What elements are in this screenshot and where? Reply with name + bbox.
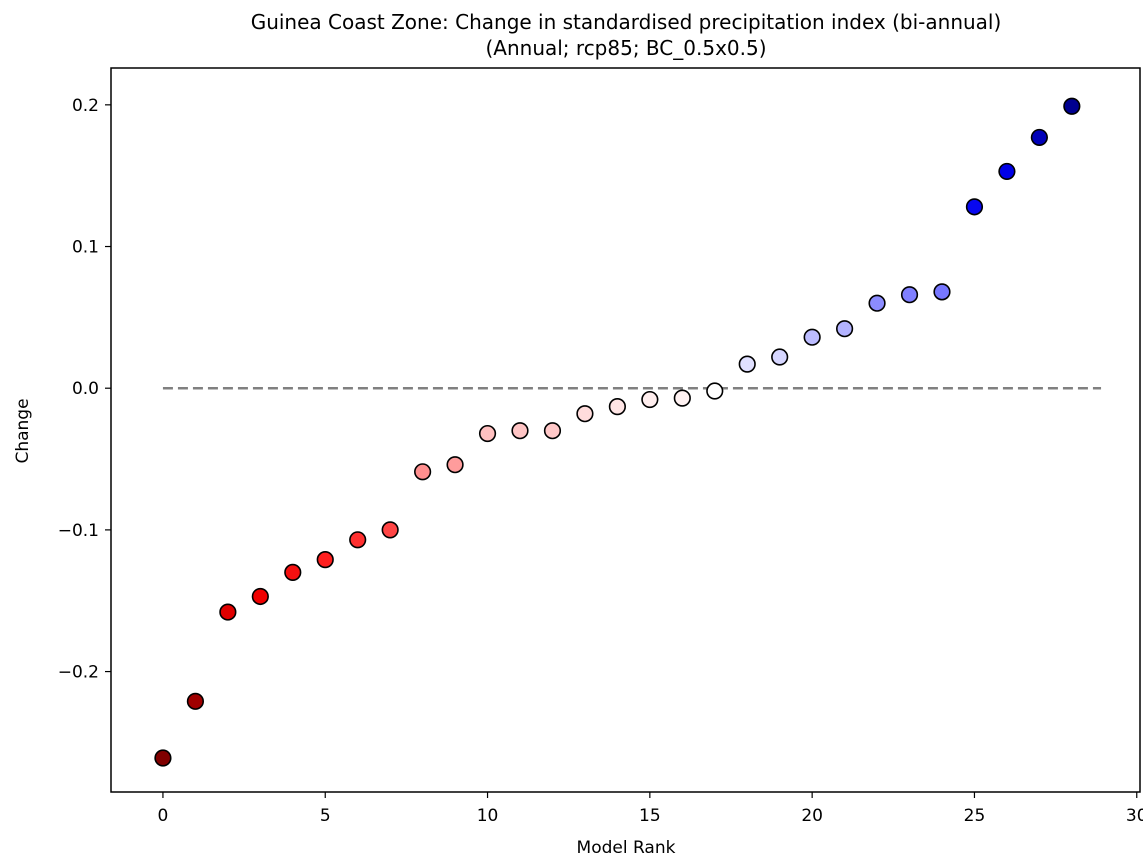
data-point [154,749,172,767]
data-points-layer [154,97,1081,767]
data-point [511,422,529,440]
y-tick-label: −0.2 [58,663,99,683]
y-tick-label: 0.2 [72,96,99,116]
data-point [836,320,854,338]
data-point [349,531,367,549]
x-tick-label: 0 [158,806,169,826]
x-tick-label: 30 [1126,806,1143,826]
data-point [965,198,984,216]
data-point [1063,97,1081,115]
data-point [673,389,691,407]
data-point [1030,128,1048,147]
x-tick-label: 25 [964,806,986,826]
x-axis-label: Model Rank [577,838,676,858]
data-point [446,456,464,474]
data-point [186,692,204,710]
data-point [251,587,269,606]
data-point [933,283,951,301]
plot-frame [110,67,1141,793]
x-tick-label: 5 [320,806,331,826]
data-point [219,603,237,621]
x-tick-label: 20 [801,806,823,826]
chart-subtitle: (Annual; rcp85; BC_0.5x0.5) [485,36,766,60]
y-tick-label: 0.0 [72,379,99,399]
data-point [381,521,399,539]
y-axis-label: Change [13,398,33,463]
data-point [608,398,626,416]
data-point [771,348,789,366]
data-point [284,563,302,581]
x-tick-label: 10 [477,806,499,826]
chart-title: Guinea Coast Zone: Change in standardise… [251,10,1002,34]
data-point [543,422,562,440]
x-tick-label: 15 [639,806,661,826]
data-point [803,328,821,346]
x-axis-ticks: 0 5 10 15 20 25 30 [158,792,1143,826]
data-point [576,405,594,423]
data-point [414,463,432,481]
data-point [478,424,497,443]
y-tick-label: −0.1 [58,521,99,541]
y-tick-label: 0.1 [72,238,99,258]
data-point [868,294,886,312]
data-point [998,162,1016,181]
data-point [706,382,724,400]
data-point [900,286,919,304]
y-axis-ticks: −0.2 −0.1 0.0 0.1 0.2 [58,96,111,683]
data-point [738,355,756,373]
data-point [316,551,334,569]
data-point [641,390,659,409]
